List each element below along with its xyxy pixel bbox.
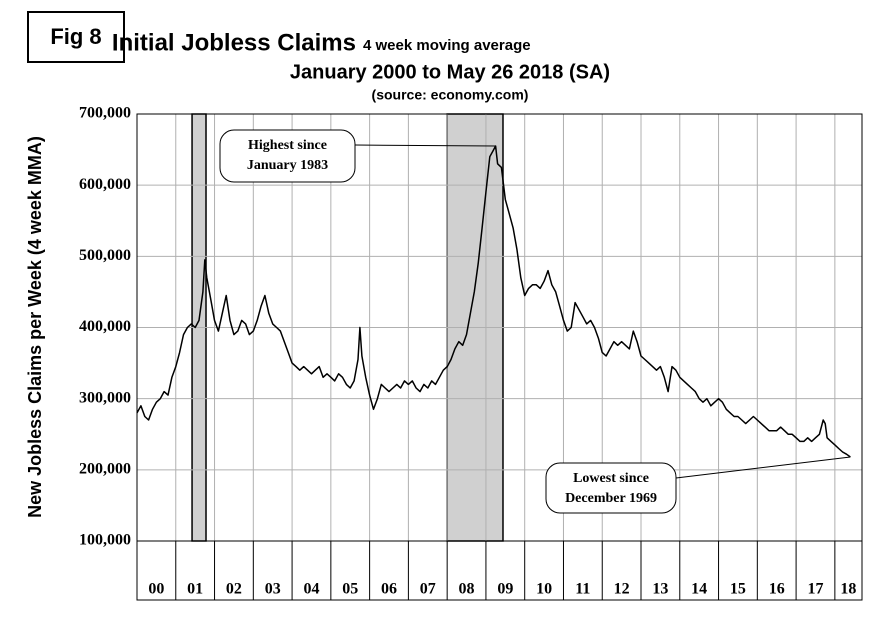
x-tick-label: 01 <box>187 581 203 598</box>
x-tick-label: 17 <box>807 581 823 598</box>
y-tick-label: 200,000 <box>79 461 131 478</box>
annotation-text: Lowest since <box>573 471 649 486</box>
annotation-box <box>219 129 356 183</box>
y-axis-label: New Jobless Claims per Week (4 week MMA) <box>25 136 45 518</box>
x-tick-label: 04 <box>303 581 319 598</box>
figure-label-box <box>27 11 125 63</box>
x-tick-label: 09 <box>497 581 513 598</box>
annotation-box <box>545 462 677 514</box>
x-tick-label: 08 <box>459 581 475 598</box>
x-tick-label: 14 <box>691 581 707 598</box>
y-tick-label: 100,000 <box>79 532 131 549</box>
x-tick-label: 03 <box>265 581 281 598</box>
x-tick-label: 12 <box>614 581 630 598</box>
annotation-pointer <box>354 144 496 147</box>
annotation-text: January 1983 <box>247 158 328 173</box>
x-tick-label: 07 <box>420 581 436 598</box>
figure-label: Fig 8 <box>50 24 101 49</box>
x-axis-band <box>136 540 863 601</box>
x-tick-label: 18 <box>840 581 856 598</box>
y-tick-label: 400,000 <box>79 318 131 335</box>
annotation-text: Highest since <box>248 138 327 153</box>
annotation-text: December 1969 <box>565 491 657 506</box>
y-tick-label: 500,000 <box>79 247 131 264</box>
y-tick-label: 300,000 <box>79 389 131 406</box>
x-tick-label: 16 <box>769 581 785 598</box>
y-tick-label: 700,000 <box>79 105 131 122</box>
title-note: 4 week moving average <box>363 37 531 54</box>
x-tick-label: 00 <box>148 581 164 598</box>
annotation-pointer <box>675 456 851 479</box>
y-tick-label: 600,000 <box>79 176 131 193</box>
subtitle: January 2000 to May 26 2018 (SA) <box>290 61 610 83</box>
x-tick-label: 13 <box>652 581 668 598</box>
source: (source: economy.com) <box>372 87 529 103</box>
x-tick-label: 10 <box>536 581 552 598</box>
chart-title: Initial Jobless Claims <box>112 29 356 56</box>
x-tick-label: 02 <box>226 581 242 598</box>
claims-line <box>136 145 851 458</box>
x-tick-label: 11 <box>575 581 590 598</box>
x-tick-label: 06 <box>381 581 397 598</box>
x-tick-label: 05 <box>342 581 358 598</box>
x-tick-label: 15 <box>730 581 746 598</box>
